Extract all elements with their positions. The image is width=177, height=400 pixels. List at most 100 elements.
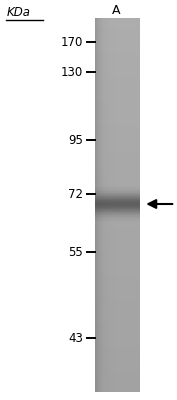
Bar	[95, 216, 140, 218]
Bar	[95, 110, 140, 112]
Bar	[95, 293, 140, 295]
Bar	[95, 323, 140, 325]
Bar	[95, 156, 140, 158]
Bar	[95, 310, 140, 312]
Bar	[95, 326, 140, 328]
Bar	[95, 237, 140, 239]
Text: 130: 130	[61, 66, 83, 78]
Bar	[95, 244, 140, 246]
Bar	[95, 210, 140, 211]
Bar	[95, 208, 140, 209]
Bar	[95, 166, 140, 168]
Bar	[95, 48, 140, 50]
Bar	[95, 179, 140, 181]
Bar	[95, 78, 140, 80]
Bar	[95, 336, 140, 338]
Bar	[95, 93, 140, 95]
Bar	[95, 126, 140, 128]
Bar	[95, 190, 140, 191]
Bar	[95, 213, 140, 214]
Bar	[95, 193, 140, 194]
Bar	[95, 31, 140, 33]
Bar	[95, 360, 140, 362]
Bar	[95, 202, 140, 203]
Bar	[95, 224, 140, 226]
Bar	[95, 284, 140, 286]
Bar	[95, 98, 140, 100]
Bar	[95, 265, 140, 267]
Bar	[95, 173, 140, 175]
Text: 43: 43	[68, 332, 83, 344]
Bar	[95, 343, 140, 345]
Bar	[95, 267, 140, 268]
Bar	[95, 211, 140, 212]
Bar	[95, 65, 140, 67]
Bar	[95, 186, 140, 187]
Bar	[95, 252, 140, 254]
Bar	[95, 134, 140, 136]
Bar	[95, 345, 140, 347]
Bar	[95, 261, 140, 263]
Bar	[95, 364, 140, 366]
Bar	[95, 91, 140, 93]
Bar	[95, 209, 140, 211]
Bar	[95, 379, 140, 381]
Bar	[95, 240, 140, 242]
Bar	[95, 211, 140, 212]
Bar	[95, 368, 140, 370]
Text: 72: 72	[68, 188, 83, 200]
Bar	[95, 203, 140, 205]
Bar	[95, 158, 140, 160]
Bar	[95, 26, 140, 27]
Bar	[95, 124, 140, 126]
Bar	[95, 274, 140, 276]
Bar	[95, 160, 140, 162]
Bar	[95, 295, 140, 297]
Bar	[95, 386, 140, 388]
Bar	[95, 372, 140, 373]
Bar	[95, 85, 140, 87]
Bar	[95, 20, 140, 22]
Bar	[95, 328, 140, 330]
Bar	[95, 351, 140, 353]
Bar	[95, 123, 140, 124]
Bar	[95, 33, 140, 35]
Bar	[95, 188, 140, 190]
Bar	[95, 59, 140, 61]
Text: 55: 55	[68, 246, 83, 258]
Bar	[95, 184, 140, 186]
Bar	[95, 200, 140, 201]
Bar	[95, 201, 140, 203]
Bar	[95, 375, 140, 377]
Bar	[95, 128, 140, 130]
Bar	[95, 50, 140, 52]
Bar	[95, 164, 140, 166]
Bar	[95, 304, 140, 306]
Bar	[95, 195, 140, 196]
Bar	[95, 205, 140, 207]
Bar	[95, 112, 140, 113]
Bar	[95, 235, 140, 237]
Bar	[95, 231, 140, 233]
Bar	[95, 104, 140, 106]
Bar	[95, 201, 140, 202]
Bar	[95, 263, 140, 265]
Bar	[95, 138, 140, 140]
Bar	[95, 206, 140, 207]
Bar	[95, 189, 140, 190]
Bar	[95, 121, 140, 123]
Bar	[95, 154, 140, 156]
Bar	[95, 308, 140, 310]
Bar	[95, 205, 140, 206]
Bar	[95, 153, 140, 154]
Bar	[95, 207, 140, 208]
Bar	[95, 181, 140, 182]
Bar	[95, 46, 140, 48]
Bar	[95, 186, 140, 188]
Bar	[95, 35, 140, 37]
Bar	[95, 192, 140, 193]
Bar	[95, 384, 140, 386]
Bar	[95, 61, 140, 63]
Bar	[95, 373, 140, 375]
Bar	[95, 29, 140, 31]
